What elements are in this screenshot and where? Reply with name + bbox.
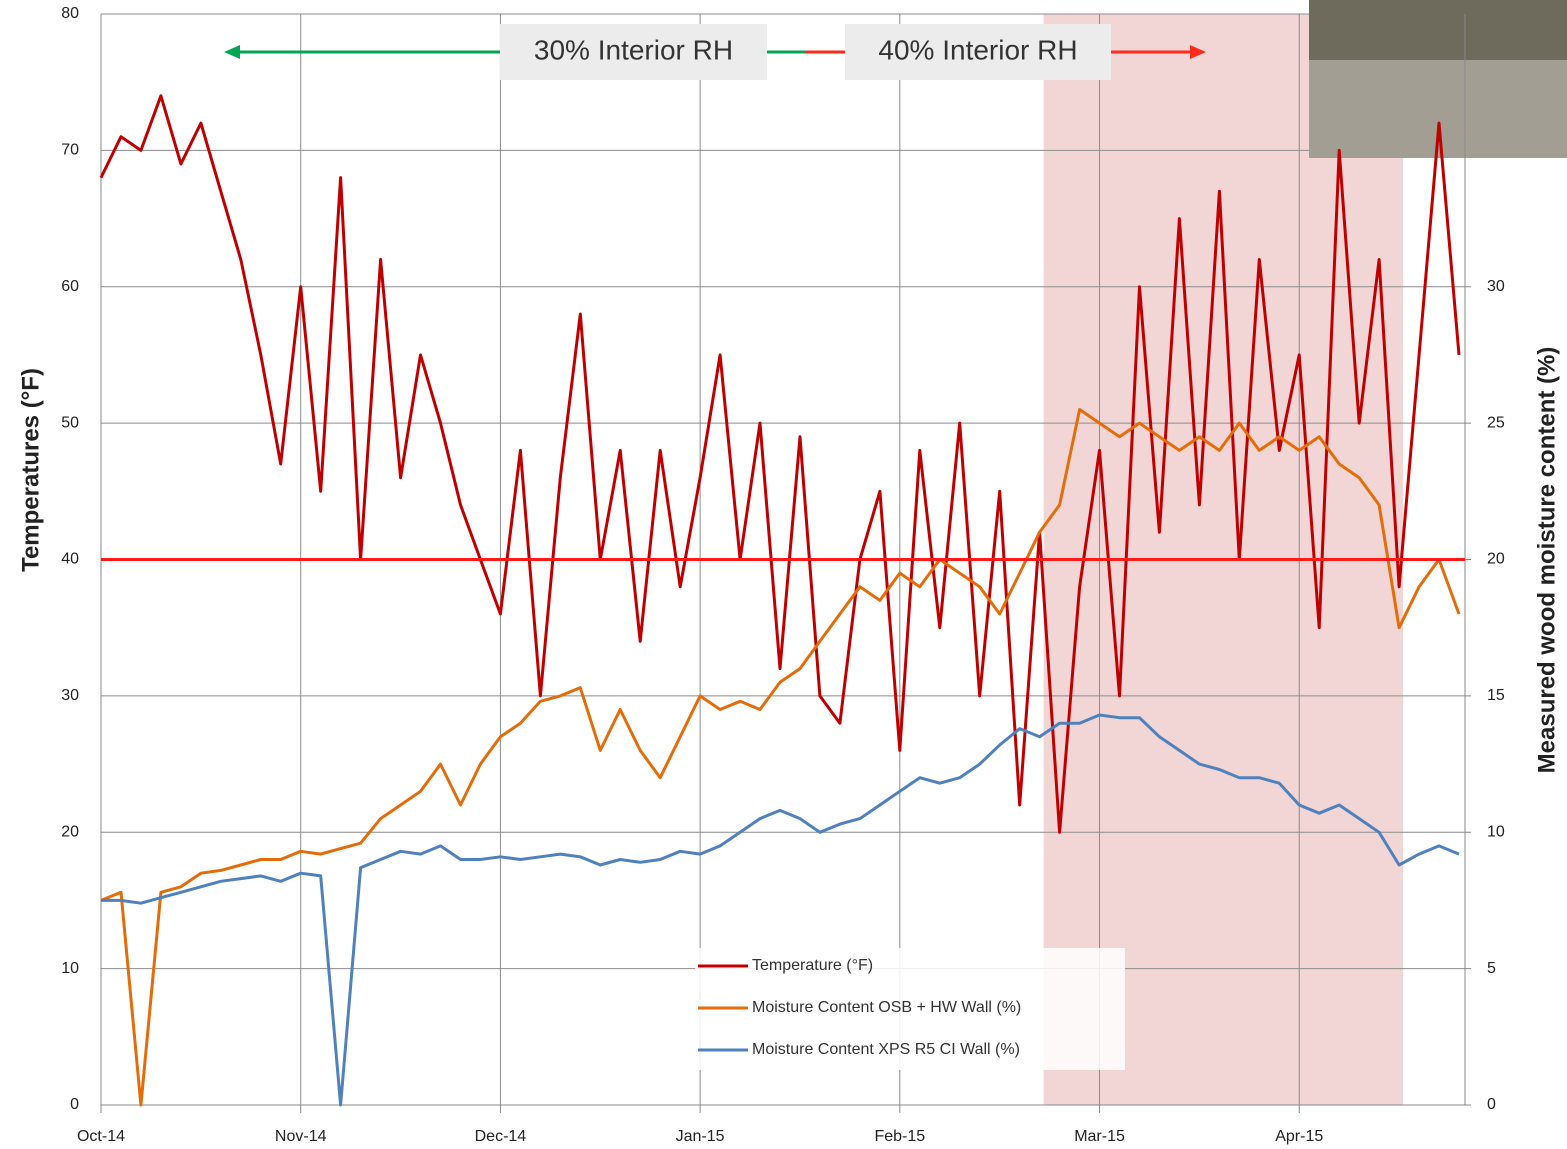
- x-tick-label: Oct-14: [77, 1128, 125, 1145]
- y-tick-label: 70: [61, 142, 79, 159]
- y-tick-label: 10: [61, 960, 79, 977]
- y-tick-label: 20: [61, 823, 79, 840]
- y-tick-label: 60: [61, 278, 79, 295]
- x-tick-label: Jan-15: [676, 1128, 725, 1145]
- y-tick-label: 0: [70, 1096, 79, 1113]
- y2-tick-label: 25: [1487, 414, 1505, 431]
- x-tick-label: Apr-15: [1275, 1128, 1323, 1145]
- annotation: 30% Interior RH: [534, 34, 733, 65]
- x-tick-label: Dec-14: [475, 1128, 527, 1145]
- x-tick-label: Feb-15: [874, 1128, 925, 1145]
- x-tick-label: Mar-15: [1074, 1128, 1125, 1145]
- chart: Temperatures (°F) Measured wood moisture…: [0, 0, 1567, 1149]
- y2-tick-label: 30: [1487, 278, 1505, 295]
- x-tick-label: Nov-14: [275, 1128, 327, 1145]
- legend-label: Moisture Content OSB + HW Wall (%): [752, 999, 1021, 1016]
- y2-tick-label: 20: [1487, 551, 1505, 568]
- y-tick-label: 50: [61, 414, 79, 431]
- y2-tick-label: 15: [1487, 687, 1505, 704]
- annotation: 40% Interior RH: [878, 34, 1077, 65]
- y-axis-title: Temperatures (°F): [17, 368, 44, 572]
- legend-label: Moisture Content XPS R5 CI Wall (%): [752, 1041, 1020, 1058]
- legend-label: Temperature (°F): [752, 957, 873, 974]
- y2-tick-label: 5: [1487, 960, 1496, 977]
- y2-tick-label: 10: [1487, 823, 1505, 840]
- arrow-head: [224, 45, 240, 59]
- y-tick-label: 80: [61, 5, 79, 22]
- y-tick-label: 30: [61, 687, 79, 704]
- photo-building: [1309, 0, 1567, 60]
- y2-axis-title: Measured wood moisture content (%): [1533, 347, 1560, 774]
- y-tick-label: 40: [61, 551, 79, 568]
- y2-tick-label: 0: [1487, 1096, 1496, 1113]
